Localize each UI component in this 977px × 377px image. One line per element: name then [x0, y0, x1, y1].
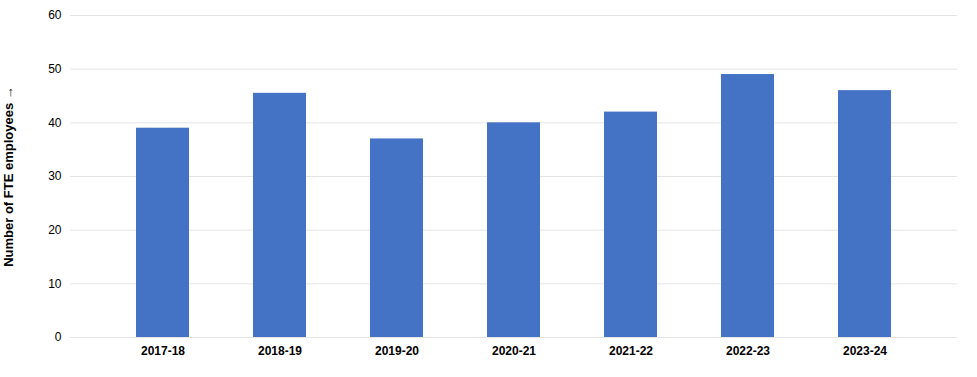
svg-text:60: 60	[48, 8, 62, 22]
svg-text:Number of FTE employees →: Number of FTE employees →	[1, 86, 16, 267]
svg-text:50: 50	[48, 62, 62, 76]
svg-text:2023-24: 2023-24	[843, 344, 887, 358]
svg-text:2020-21: 2020-21	[492, 344, 536, 358]
svg-text:2019-20: 2019-20	[375, 344, 419, 358]
svg-text:10: 10	[48, 277, 62, 291]
svg-text:0: 0	[55, 330, 62, 344]
svg-text:2018-19: 2018-19	[258, 344, 302, 358]
svg-text:20: 20	[48, 223, 62, 237]
svg-text:2017-18: 2017-18	[141, 344, 185, 358]
svg-text:30: 30	[48, 169, 62, 183]
svg-text:2021-22: 2021-22	[609, 344, 653, 358]
svg-text:2022-23: 2022-23	[726, 344, 770, 358]
svg-text:40: 40	[48, 116, 62, 130]
